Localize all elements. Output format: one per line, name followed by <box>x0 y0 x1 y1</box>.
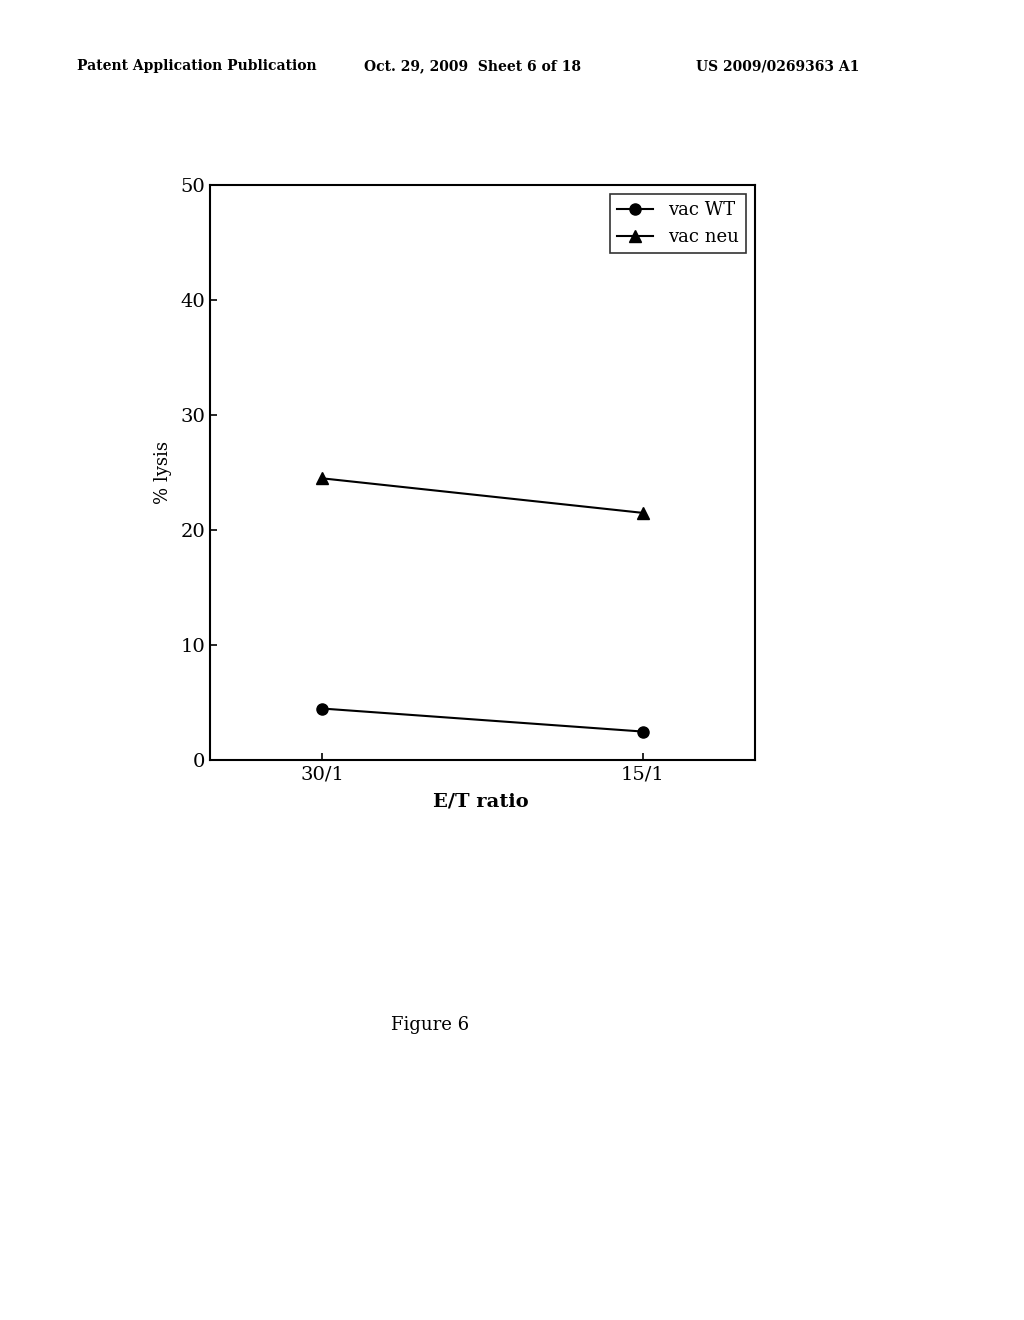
Line: vac WT: vac WT <box>316 704 648 737</box>
vac WT <box>316 701 329 717</box>
Text: Oct. 29, 2009  Sheet 6 of 18: Oct. 29, 2009 Sheet 6 of 18 <box>364 59 581 74</box>
Text: Patent Application Publication: Patent Application Publication <box>77 59 316 74</box>
vac neu <box>636 506 648 521</box>
Legend: vac WT, vac neu: vac WT, vac neu <box>609 194 745 253</box>
vac neu <box>316 470 329 486</box>
Y-axis label: % lysis: % lysis <box>154 441 172 504</box>
Text: US 2009/0269363 A1: US 2009/0269363 A1 <box>696 59 860 74</box>
Text: E/T ratio: E/T ratio <box>433 792 529 810</box>
Line: vac neu: vac neu <box>315 473 649 519</box>
vac WT <box>636 723 648 739</box>
Text: Figure 6: Figure 6 <box>391 1016 469 1035</box>
